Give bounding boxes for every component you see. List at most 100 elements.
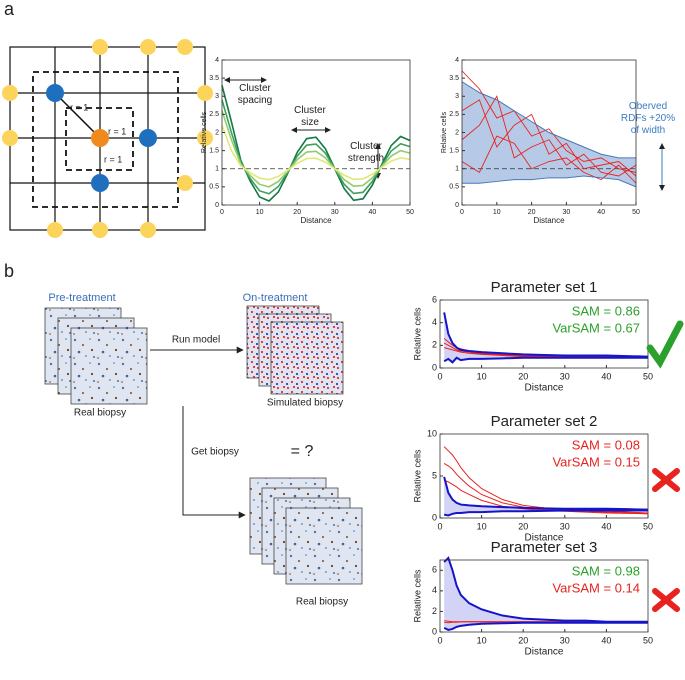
annotation-line: size	[301, 117, 319, 128]
x-tick-label: 0	[437, 635, 442, 645]
y-tick-label: 0.5	[209, 184, 219, 191]
x-tick-label: 10	[256, 209, 264, 216]
annotation-line: Cluster	[239, 83, 271, 94]
annotation-line: Cluster	[294, 105, 326, 116]
x-tick-label: 30	[560, 521, 570, 531]
x-tick-label: 30	[560, 635, 570, 645]
radius-label: r = 1	[108, 126, 126, 136]
y-tick-label: 4	[455, 57, 459, 64]
x-tick-label: 10	[477, 521, 487, 531]
series-line	[221, 124, 411, 181]
band-edge	[443, 509, 648, 517]
center-cell	[91, 129, 109, 147]
x-tick-label: 0	[460, 209, 464, 216]
x-tick-label: 20	[518, 371, 528, 381]
caption: Simulated biopsy	[267, 398, 343, 409]
metric: SAM = 0.86	[572, 303, 640, 318]
x-tick-label: 50	[406, 209, 414, 216]
workflow-label: On-treatment	[243, 292, 308, 304]
y-tick-label: 2.5	[209, 111, 219, 118]
y-axis-label: Relative cells	[441, 111, 448, 153]
verdict-check	[646, 320, 684, 369]
band-edge	[443, 476, 649, 511]
biopsy-stack	[44, 307, 148, 405]
series-line	[443, 462, 649, 515]
band-edge	[443, 621, 648, 632]
panel-label: a	[4, 0, 15, 19]
chart-title: Parameter set 2	[491, 413, 598, 430]
metric: VarSAM = 0.15	[552, 454, 640, 469]
inner-shell	[65, 107, 134, 171]
annotation-line: Cluster	[350, 141, 382, 152]
verdict-cross	[652, 468, 680, 492]
y-tick-label: 2.5	[449, 111, 459, 118]
y-tick-label: 1	[215, 166, 219, 173]
panel-label: b	[4, 261, 14, 281]
x-tick-label: 40	[601, 521, 611, 531]
outer-shell	[32, 71, 179, 208]
annotation: Oberved RDFs +20% of width	[621, 101, 675, 136]
x-axis-label: Distance	[525, 383, 564, 394]
band-edge	[461, 81, 636, 159]
y-tick-label: 3.5	[449, 75, 459, 82]
y-tick-label: 2	[455, 129, 459, 136]
metric: SAM = 0.08	[572, 437, 640, 452]
y-tick-label: 4	[432, 585, 437, 595]
y-axis-label: Relative cells	[412, 569, 422, 623]
biopsy-stack	[249, 477, 363, 585]
y-tick-label: 10	[427, 428, 437, 438]
y-tick-label: 6	[432, 294, 437, 304]
y-tick-label: 3	[455, 93, 459, 100]
band-edge	[462, 175, 637, 188]
caption: Real biopsy	[296, 597, 348, 608]
series-line	[461, 99, 637, 177]
charts: 00.511.522.533.540 10 20 30 40 50DistanceRela…	[201, 57, 684, 658]
annotation: Cluster spacing	[238, 83, 272, 106]
y-tick-label: 6	[432, 565, 437, 575]
annotation-line: of width	[631, 125, 665, 136]
x-tick-label: 40	[597, 209, 605, 216]
y-tick-label: 2	[432, 340, 437, 350]
y-axis-label: Relative cells	[412, 449, 422, 503]
y-tick-label: 4	[432, 317, 437, 327]
x-tick-label: 20	[528, 209, 536, 216]
lattice-diagram: r = 1 r = 1 r = 1	[2, 39, 213, 238]
y-tick-label: 0	[432, 512, 437, 522]
x-tick-label: 40	[601, 371, 611, 381]
x-tick-label: 20	[293, 209, 301, 216]
metric: VarSAM = 0.14	[552, 580, 640, 595]
y-tick-label: 1	[455, 166, 459, 173]
series-line	[461, 70, 637, 173]
y-axis-label: Relative cells	[201, 111, 208, 153]
x-tick-label: 30	[563, 209, 571, 216]
x-tick-label: 0	[220, 209, 224, 216]
x-tick-label: 50	[643, 635, 653, 645]
x-tick-label: 10	[477, 371, 487, 381]
x-tick-label: 30	[331, 209, 339, 216]
annotation: Cluster size	[294, 105, 326, 128]
caption: Real biopsy	[74, 408, 126, 419]
y-tick-label: 0	[432, 626, 437, 636]
annotation-line: spacing	[238, 95, 272, 106]
simulated-stack	[246, 305, 344, 395]
x-tick-label: 10	[477, 635, 487, 645]
x-tick-label: 40	[369, 209, 377, 216]
band-edge	[443, 356, 648, 364]
band-edge	[443, 556, 648, 623]
annotation-line: RDFs +20%	[621, 113, 675, 124]
axes-frame	[439, 559, 649, 633]
x-tick-label: 50	[643, 521, 653, 531]
x-axis-label: Distance	[525, 533, 564, 544]
radius-line	[54, 92, 101, 139]
series-line	[461, 135, 637, 184]
arrow	[182, 406, 246, 519]
x-tick-label: 30	[560, 371, 570, 381]
y-tick-label: 0	[432, 362, 437, 372]
chart-title: Parameter set 3	[491, 539, 598, 556]
axes-frame	[439, 299, 649, 369]
verdict-cross	[652, 588, 680, 612]
y-tick-label: 1.5	[449, 147, 459, 154]
y-tick-label: 5	[432, 470, 437, 480]
outer-cells	[2, 39, 213, 238]
annotation-line: strength	[348, 153, 384, 164]
